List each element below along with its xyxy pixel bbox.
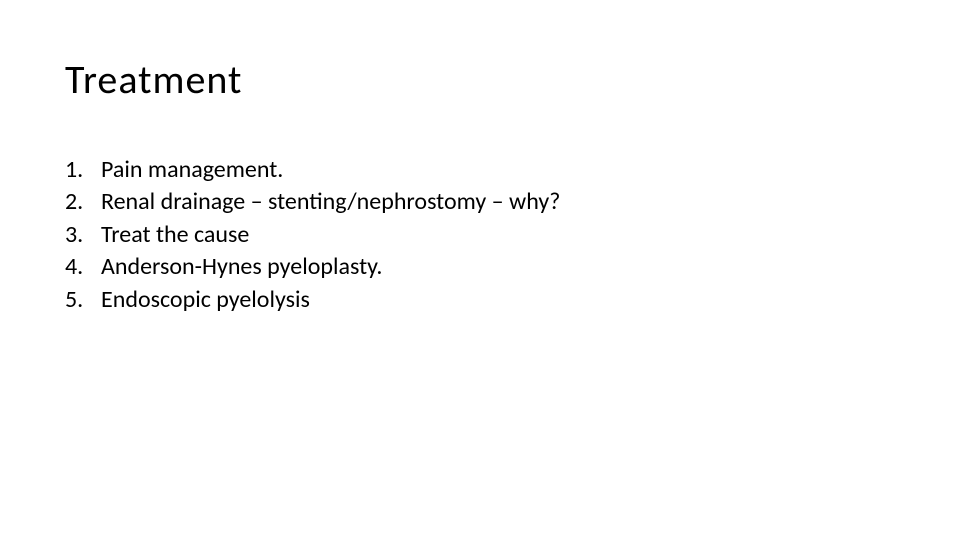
list-number: 1.: [65, 154, 101, 186]
list-text: Endoscopic pyelolysis: [101, 284, 895, 316]
list-text: Treat the cause: [101, 219, 895, 251]
list-item: 3. Treat the cause: [65, 219, 895, 251]
list-item: 2. Renal drainage – stenting/nephrostomy…: [65, 186, 895, 218]
list-item: 1. Pain management.: [65, 154, 895, 186]
slide-title: Treatment: [65, 55, 895, 104]
list-item: 4. Anderson-Hynes pyeloplasty.: [65, 251, 895, 283]
list-number: 3.: [65, 219, 101, 251]
list-number: 5.: [65, 284, 101, 316]
list-text: Anderson-Hynes pyeloplasty.: [101, 251, 895, 283]
treatment-list: 1. Pain management. 2. Renal drainage – …: [65, 154, 895, 316]
list-item: 5. Endoscopic pyelolysis: [65, 284, 895, 316]
list-number: 2.: [65, 186, 101, 218]
list-text: Renal drainage – stenting/nephrostomy – …: [101, 186, 895, 218]
list-number: 4.: [65, 251, 101, 283]
list-text: Pain management.: [101, 154, 895, 186]
